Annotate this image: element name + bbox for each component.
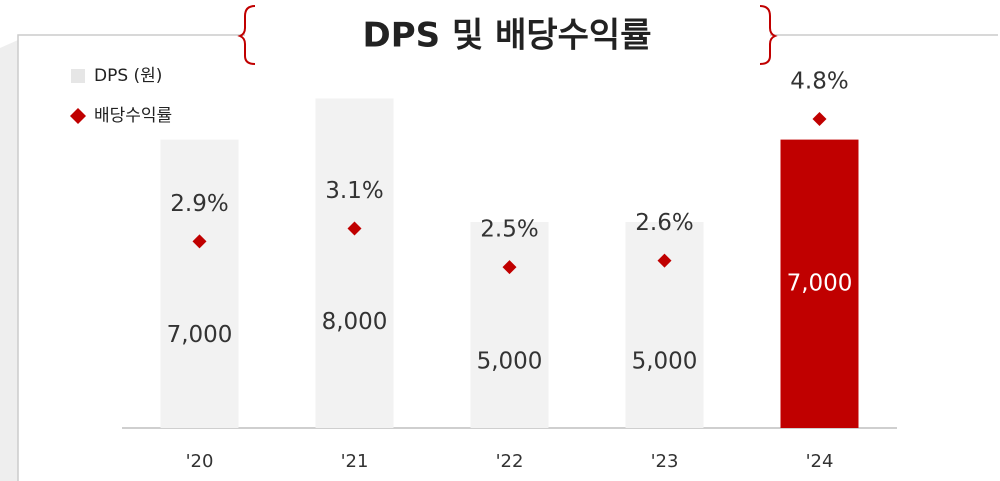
yield-value-label: 2.6%	[635, 210, 693, 236]
bar	[625, 222, 704, 428]
x-tick-label: '24	[806, 451, 834, 472]
yield-marker	[347, 221, 362, 236]
legend-swatch	[70, 108, 86, 124]
yield-marker	[812, 112, 827, 126]
x-tick-label: '21	[341, 451, 369, 472]
bar	[470, 222, 549, 428]
title-bracket-left	[237, 5, 256, 65]
bar-value-label: 8,000	[322, 309, 388, 335]
bar-value-label: 5,000	[477, 349, 543, 375]
bar-value-label: 5,000	[632, 349, 698, 375]
x-tick-label: '22	[496, 451, 524, 472]
bar	[780, 139, 859, 428]
chart-title: DPS 및 배당수익률	[363, 16, 652, 56]
x-tick-label: '20	[186, 451, 214, 472]
x-tick-label: '23	[651, 451, 679, 472]
yield-marker	[657, 253, 672, 268]
side-panel	[0, 40, 18, 481]
yield-marker	[502, 260, 517, 275]
yield-value-label: 2.5%	[480, 217, 538, 243]
legend-label: DPS (원)	[94, 66, 162, 86]
title-bg	[245, 10, 770, 60]
bar	[160, 139, 239, 428]
yield-value-label: 4.8%	[790, 69, 848, 95]
yield-value-label: 3.1%	[325, 178, 383, 204]
bar	[315, 98, 394, 429]
legend-swatch	[71, 69, 85, 83]
title-bracket-right	[759, 5, 778, 65]
yield-marker	[192, 234, 207, 249]
bar-value-label: 7,000	[167, 322, 233, 348]
yield-value-label: 2.9%	[170, 191, 228, 217]
bar-value-label: 7,000	[787, 270, 853, 296]
legend-label: 배당수익률	[94, 106, 172, 126]
